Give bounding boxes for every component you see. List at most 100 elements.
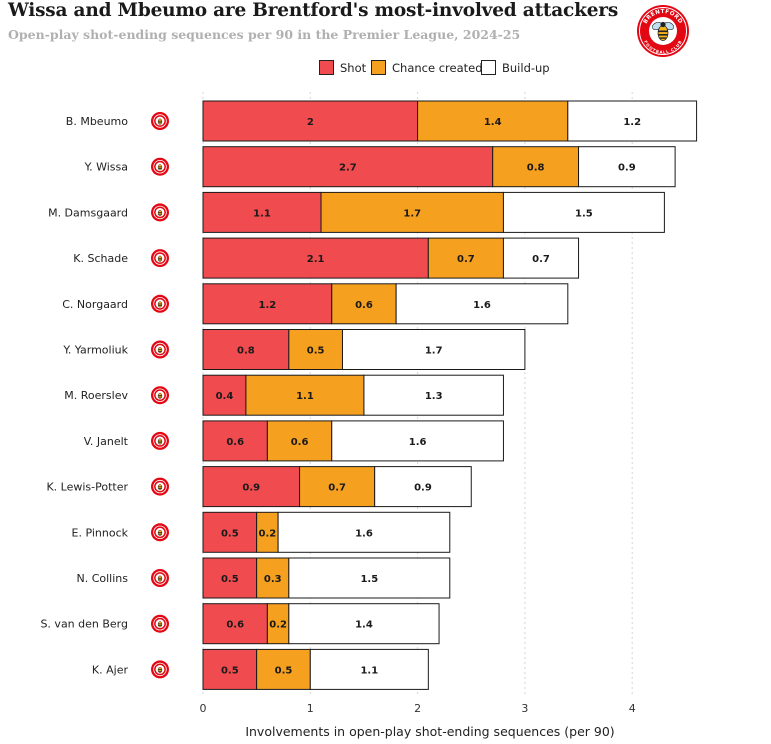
data-label-chance-created-k-schade: 0.7 bbox=[457, 254, 475, 265]
bar-segment-build-up-b-mbeumo bbox=[567, 100, 698, 142]
bar-segment-build-up-k-schade bbox=[502, 237, 580, 279]
club-badge-bee-stripe bbox=[158, 303, 162, 305]
bar-segment-build-up-e-pinnock bbox=[277, 511, 451, 553]
category-label-e-pinnock: E. Pinnock bbox=[72, 526, 129, 539]
club-badge-ring bbox=[153, 297, 167, 311]
bar-segment-shot-c-norgaard bbox=[202, 283, 333, 325]
club-badge-bee-stripe bbox=[158, 351, 162, 352]
club-badge-ring bbox=[153, 434, 167, 448]
bar-segment-chance-created-n-collins bbox=[256, 557, 290, 599]
club-badge-bee-stripe bbox=[158, 577, 162, 579]
data-label-build-up-m-roerslev: 1.3 bbox=[425, 391, 443, 402]
legend-label-chance-created: Chance created bbox=[392, 60, 483, 75]
club-badge-bee-stripe bbox=[158, 166, 162, 168]
club-badge-bee-stripe bbox=[158, 259, 162, 261]
club-badge-ring bbox=[153, 251, 167, 265]
data-label-shot-s-van-den-berg: 0.6 bbox=[226, 620, 244, 631]
bar-segment-chance-created-y-wissa bbox=[492, 146, 580, 188]
bee-icon bbox=[651, 21, 675, 41]
data-label-chance-created-y-wissa: 0.8 bbox=[527, 163, 545, 174]
data-label-chance-created-m-roerslev: 1.1 bbox=[296, 391, 314, 402]
data-label-shot-m-roerslev: 0.4 bbox=[216, 391, 234, 402]
x-tick-label: 2 bbox=[414, 702, 421, 715]
data-label-build-up-c-norgaard: 1.6 bbox=[473, 300, 491, 311]
chart-legend: Shot Chance created Build-up bbox=[0, 58, 771, 78]
legend-swatch-build-up bbox=[481, 60, 496, 75]
bar-segment-shot-k-schade bbox=[202, 237, 429, 279]
club-badge-bee-stripe bbox=[158, 623, 162, 625]
x-tick-label: 4 bbox=[629, 702, 636, 715]
bar-segment-chance-created-k-schade bbox=[427, 237, 504, 279]
data-label-chance-created-b-mbeumo: 1.4 bbox=[484, 117, 502, 128]
data-label-chance-created-s-van-den-berg: 0.2 bbox=[269, 620, 287, 631]
data-label-shot-y-yarmoliuk: 0.8 bbox=[237, 346, 255, 357]
legend-item-shot: Shot bbox=[319, 60, 366, 75]
data-label-build-up-y-wissa: 0.9 bbox=[618, 163, 636, 174]
bar-segment-chance-created-m-damsgaard bbox=[320, 191, 504, 233]
chart-subtitle: Open-play shot-ending sequences per 90 i… bbox=[8, 27, 521, 42]
club-badge-bee-stripe bbox=[158, 579, 162, 581]
data-label-shot-c-norgaard: 1.2 bbox=[259, 300, 277, 311]
club-badge-ring bbox=[153, 342, 167, 357]
bar-segment-shot-s-van-den-berg bbox=[202, 603, 268, 645]
bar-segment-shot-m-damsgaard bbox=[202, 191, 322, 233]
chart-title: Wissa and Mbeumo are Brentford's most-in… bbox=[8, 0, 619, 21]
club-badge-bee-stripe bbox=[158, 486, 162, 488]
club-badge-bee-stripe bbox=[158, 120, 162, 122]
club-badge-bee bbox=[157, 484, 163, 491]
legend-label-build-up: Build-up bbox=[502, 60, 550, 75]
data-label-chance-created-k-lewis-potter: 0.7 bbox=[328, 483, 346, 494]
legend-label-shot: Shot bbox=[340, 60, 367, 75]
category-label-m-roerslev: M. Roerslev bbox=[64, 389, 128, 402]
club-badge-bee-stripe bbox=[158, 670, 162, 672]
data-label-build-up-y-yarmoliuk: 1.7 bbox=[425, 346, 443, 357]
club-badge-ring bbox=[153, 479, 167, 494]
bar-segment-chance-created-y-yarmoliuk bbox=[288, 329, 343, 370]
club-badge-ring bbox=[153, 617, 167, 631]
brentford-crest-icon: BRENTFORD FOOTBALL CLUB bbox=[637, 5, 689, 57]
data-label-shot-k-schade: 2.1 bbox=[307, 254, 325, 265]
club-badge-bee bbox=[157, 529, 163, 536]
bar-segment-chance-created-k-ajer bbox=[256, 648, 311, 690]
club-badge-bee-stripe bbox=[158, 488, 162, 489]
data-label-chance-created-n-collins: 0.3 bbox=[264, 574, 282, 585]
data-label-build-up-m-damsgaard: 1.5 bbox=[575, 208, 593, 219]
data-label-shot-v-janelt: 0.6 bbox=[226, 437, 244, 448]
bar-segment-shot-y-wissa bbox=[202, 146, 494, 188]
category-label-y-yarmoliuk: Y. Yarmoliuk bbox=[62, 344, 128, 357]
club-badge-bee-stripe bbox=[158, 168, 162, 169]
category-label-b-mbeumo: B. Mbeumo bbox=[66, 115, 128, 128]
club-badge-bee-stripe bbox=[158, 212, 162, 213]
club-badge-bee bbox=[157, 347, 163, 354]
data-label-shot-k-lewis-potter: 0.9 bbox=[242, 483, 260, 494]
category-label-k-schade: K. Schade bbox=[73, 252, 128, 265]
legend-swatch-chance-created bbox=[371, 60, 386, 75]
bar-segment-build-up-k-lewis-potter bbox=[374, 466, 472, 508]
x-axis-label: Involvements in open-play shot-ending se… bbox=[245, 724, 615, 739]
data-label-shot-e-pinnock: 0.5 bbox=[221, 528, 239, 539]
club-badge-ring bbox=[153, 388, 167, 402]
bar-segment-shot-m-roerslev bbox=[202, 374, 247, 416]
data-label-chance-created-m-damsgaard: 1.7 bbox=[403, 208, 421, 219]
bar-segment-chance-created-k-lewis-potter bbox=[299, 466, 376, 508]
data-label-chance-created-y-yarmoliuk: 0.5 bbox=[307, 346, 325, 357]
bar-segment-build-up-y-wissa bbox=[578, 146, 676, 188]
category-label-s-van-den-berg: S. van den Berg bbox=[40, 618, 128, 631]
club-badge-bee-stripe bbox=[158, 257, 162, 259]
club-badge-bee bbox=[157, 255, 163, 262]
category-label-k-lewis-potter: K. Lewis-Potter bbox=[46, 481, 128, 494]
data-label-build-up-s-van-den-berg: 1.4 bbox=[355, 620, 373, 631]
bar-segment-shot-y-yarmoliuk bbox=[202, 329, 290, 370]
bar-segment-build-up-y-yarmoliuk bbox=[341, 329, 526, 370]
bar-segment-build-up-c-norgaard bbox=[395, 283, 569, 325]
category-label-v-janelt: V. Janelt bbox=[84, 435, 129, 448]
data-label-build-up-b-mbeumo: 1.2 bbox=[623, 117, 641, 128]
club-badge-ring bbox=[153, 571, 167, 585]
bar-segment-shot-b-mbeumo bbox=[202, 100, 419, 142]
bar-segment-chance-created-v-janelt bbox=[266, 420, 333, 462]
data-label-shot-n-collins: 0.5 bbox=[221, 574, 239, 585]
legend-item-chance-created: Chance created bbox=[371, 60, 483, 75]
category-label-c-norgaard: C. Norgaard bbox=[62, 298, 128, 311]
club-badge-bee-stripe bbox=[158, 305, 162, 307]
